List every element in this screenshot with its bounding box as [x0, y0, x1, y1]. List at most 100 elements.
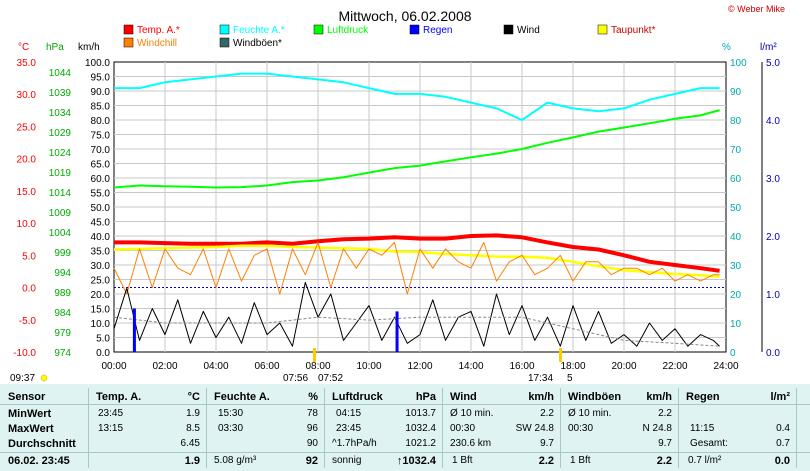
humidity-axis-tick: 50 [730, 203, 742, 214]
wind-axis-tick: 20.0 [91, 290, 111, 301]
series-line-windb-en- [113, 316, 720, 347]
current-rain-total: 0.7 l/m² [688, 455, 722, 466]
pressure-axis-tick: 994 [54, 268, 71, 279]
humidity-axis-tick: 100 [730, 58, 747, 69]
min-gust-value: 2.2 [658, 408, 672, 419]
rain-total-value: 0.7 [776, 438, 790, 449]
current-rain: 0.0 [774, 455, 790, 467]
x-tick-label: 20:00 [611, 361, 636, 372]
avg-wind-value: 9.7 [540, 438, 554, 449]
pressure-axis-tick: 974 [54, 348, 71, 359]
series-line-wind [113, 281, 720, 347]
series-line-taupunkt- [113, 244, 720, 278]
legend-swatch [219, 37, 230, 48]
pressure-axis-tick: 1014 [49, 188, 72, 199]
column-separator [442, 388, 443, 468]
wind-axis-tick: 45.0 [91, 218, 111, 229]
min-gust-label: Ø 10 min. [568, 408, 612, 419]
row-label-max: MaxWert [8, 423, 54, 435]
wind-axis-tick: 30.0 [91, 261, 111, 272]
legend-label: Wind [517, 25, 540, 36]
pressure-axis-tick: 989 [54, 288, 71, 299]
pressure-trend: ^1.7hPa/h [332, 438, 377, 449]
rain-axis-tick: 1.0 [766, 290, 780, 301]
rain-bar [132, 308, 136, 352]
time-label-sunset: 17:34 [528, 373, 553, 384]
header-pressure: Luftdruck [332, 391, 383, 403]
wind-axis-tick: 5.0 [96, 334, 110, 345]
wind-axis-tick: 90.0 [91, 87, 111, 98]
min-temp-time: 23:45 [98, 408, 124, 419]
pressure-axis-tick: 1019 [49, 168, 72, 179]
column-separator [206, 388, 207, 468]
pressure-axis-tick: 1009 [49, 208, 72, 219]
x-tick-label: 16:00 [509, 361, 534, 372]
temp-axis-tick: 10.0 [17, 219, 37, 230]
pressure-unit-label: hPa [46, 42, 64, 53]
humidity-axis-tick: 20 [730, 290, 742, 301]
statistics-table: Sensor Temp. A. °C Feuchte A. % Luftdruc… [0, 384, 810, 471]
legend-swatch [409, 24, 420, 35]
wind-axis-tick: 55.0 [91, 189, 111, 200]
legend-swatch [123, 37, 134, 48]
legend-swatch [503, 24, 514, 35]
header-wind: Wind [450, 391, 477, 403]
legend-swatch [313, 24, 324, 35]
wind-axis-tick: 40.0 [91, 232, 111, 243]
rain-bar [395, 311, 399, 352]
current-gust: 2.2 [656, 455, 672, 467]
legend-label: Taupunkt* [611, 25, 656, 36]
copyright: © Weber Mike [728, 4, 785, 14]
header-temp: Temp. A. [96, 391, 142, 403]
temp-unit-label: °C [18, 42, 29, 53]
column-separator [678, 388, 679, 468]
rain-total-label: Gesamt: [690, 438, 728, 449]
pressure-axis-tick: 984 [54, 308, 71, 319]
max-press-time: 23:45 [336, 423, 362, 434]
column-separator [88, 388, 89, 468]
legend-label: Windchill [137, 38, 177, 49]
current-wind-bft: 1 Bft [452, 455, 473, 466]
temp-axis-tick: 35.0 [17, 58, 37, 69]
header-wind-unit: km/h [528, 391, 554, 403]
current-temp: 1.9 [184, 455, 200, 467]
humidity-axis-tick: 10 [730, 319, 742, 330]
pressure-axis-tick: 1034 [49, 108, 72, 119]
humidity-axis-tick: 70 [730, 145, 742, 156]
weather-chart: 00:00 02:00 04:00 06:00 08:00 10:00 12:00 14:00… [10, 4, 785, 384]
min-wind-value: 2.2 [540, 408, 554, 419]
rain-axis-tick: 5.0 [766, 58, 780, 69]
max-rain-value: 0.4 [776, 423, 790, 434]
humidity-axis-tick: 80 [730, 116, 742, 127]
pressure-axis-tick: 999 [54, 248, 71, 259]
wind-axis-tick: 75.0 [91, 131, 111, 142]
current-humidity: 92 [305, 455, 318, 467]
wind-axis-tick: 85.0 [91, 102, 111, 113]
column-separator [324, 388, 325, 468]
x-tick-label: 04:00 [203, 361, 228, 372]
legend-label: Feuchte A.* [233, 25, 285, 36]
min-hum-time: 15:30 [218, 408, 244, 419]
x-tick-label: 22:00 [662, 361, 687, 372]
rain-axis-tick: 4.0 [766, 116, 780, 127]
current-pressure: ↑1032.4 [396, 455, 436, 467]
x-tick-label: 02:00 [152, 361, 177, 372]
wind-axis-tick: 0.0 [96, 348, 110, 359]
pressure-axis-tick: 1004 [49, 228, 72, 239]
max-press-value: 1032.4 [405, 423, 436, 434]
header-pressure-unit: hPa [415, 391, 436, 403]
max-temp-time: 13:15 [98, 423, 124, 434]
wind-axis-tick: 80.0 [91, 116, 111, 127]
wind-axis-tick: 50.0 [91, 203, 111, 214]
rain-axis-tick: 0.0 [766, 348, 780, 359]
series-line-windchill [113, 241, 720, 295]
x-tick-label: 06:00 [254, 361, 279, 372]
current-gust-bft: 1 Bft [570, 455, 591, 466]
max-gust-value: N 24.8 [642, 423, 672, 434]
wind-unit-label: km/h [78, 42, 100, 53]
pressure-axis-tick: 979 [54, 328, 71, 339]
humidity-axis-tick: 30 [730, 261, 742, 272]
avg-hum-value: 90 [306, 438, 318, 449]
wind-axis-tick: 35.0 [91, 247, 111, 258]
series-line-feuchte-a- [114, 72, 720, 121]
